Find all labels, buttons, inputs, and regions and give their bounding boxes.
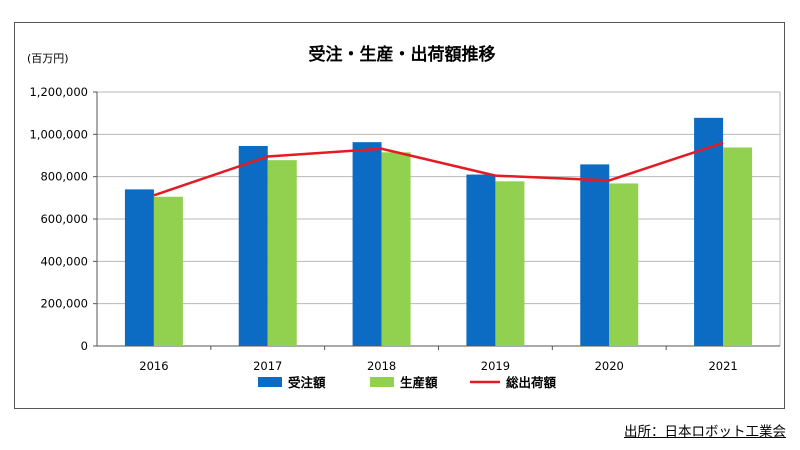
x-tick-label: 2020 [595,359,624,373]
y-tick-label: 1,200,000 [29,85,88,99]
legend: 受注額 生産額 総出荷額 [258,375,557,390]
bar-orders-2016 [124,189,154,346]
y-tick-label: 200,000 [40,297,88,311]
bar-orders-2018 [352,142,382,346]
y-unit-label: (百万円) [27,52,69,65]
bars [124,117,753,346]
y-tick-label: 800,000 [40,170,88,184]
axes [93,91,780,350]
bar-orders-2020 [580,164,610,346]
y-tick-label: 600,000 [40,212,88,226]
bar-production-2017 [267,160,297,346]
bar-production-2020 [609,183,639,346]
bar-production-2019 [495,181,525,346]
x-tick-label: 2016 [139,359,168,373]
legend-label: 受注額 [288,375,326,390]
y-tick-label: 1,000,000 [29,127,88,141]
legend-swatch [370,377,394,387]
bar-orders-2017 [238,145,268,346]
bar-orders-2021 [694,117,724,346]
bar-production-2021 [723,147,753,346]
y-tick-labels: 0 200,000 400,000 600,000 800,000 1,000,000 1,… [29,85,88,353]
legend-swatch [258,377,282,387]
gridlines [97,91,781,346]
legend-label: 総出荷額 [506,375,557,390]
x-tick-label: 2021 [708,359,737,373]
y-tick-label: 0 [81,339,88,353]
chart-frame [14,22,785,409]
line-total-shipments [153,141,724,197]
x-tick-label: 2017 [253,359,282,373]
bar-production-2018 [381,152,411,346]
x-tick-label: 2019 [481,359,510,373]
bar-orders-2019 [466,174,496,346]
y-tick-label: 400,000 [40,254,88,268]
bar-production-2016 [153,196,183,346]
x-tick-labels: 2016 2017 2018 2019 2020 2021 [139,359,737,373]
legend-label: 生産額 [400,375,438,390]
x-tick-label: 2018 [367,359,396,373]
line-series [153,141,724,197]
chart-title: 受注・生産・出荷額推移 [309,44,496,65]
source-note: 出所：日本ロボット工業会 [624,424,786,440]
